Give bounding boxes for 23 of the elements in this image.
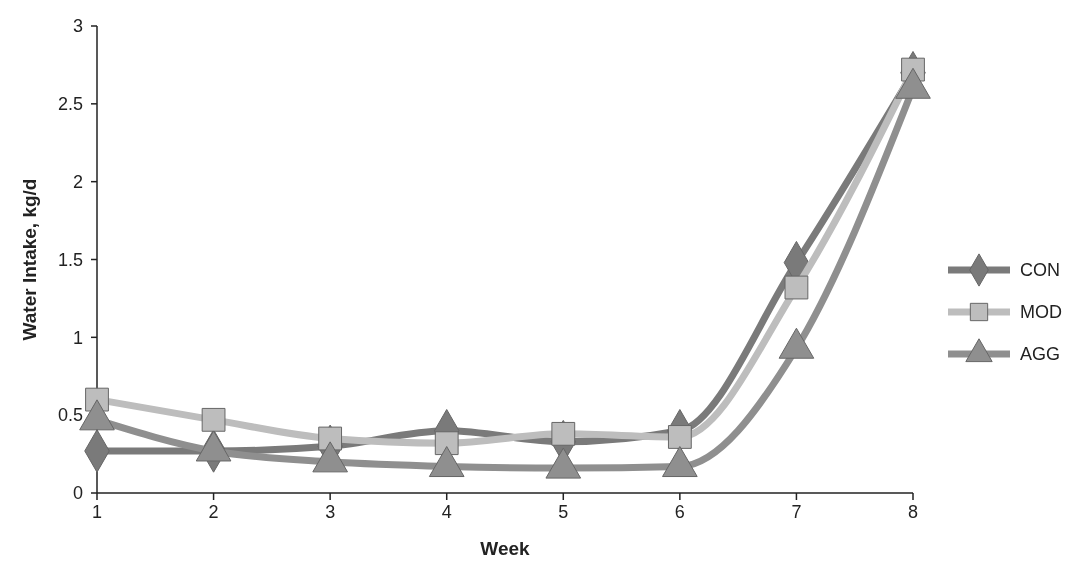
y-tick-label: 2.5	[57, 94, 83, 115]
x-tick-label: 6	[674, 502, 685, 522]
point	[201, 407, 226, 432]
y-tick-label: 3	[72, 16, 83, 37]
x-tick-label: 4	[441, 502, 452, 522]
x-tick-label: 7	[791, 502, 802, 522]
point	[784, 275, 809, 300]
x-tick-label: 8	[907, 502, 919, 522]
legend-label: MOD	[1020, 302, 1062, 323]
x-tick-label: 5	[558, 502, 569, 522]
x-tick-label: 1	[91, 502, 103, 522]
x-tick-label: 3	[325, 502, 336, 522]
y-axis-title: Water Intake, kg/d	[19, 178, 40, 341]
y-tick-label: 2	[72, 171, 83, 192]
point	[667, 425, 692, 449]
x-tick-label: 2	[208, 502, 219, 522]
y-tick-label: 0.5	[57, 405, 83, 426]
y-tick-label: 1.5	[57, 249, 83, 270]
legend-label: AGG	[1020, 344, 1061, 365]
y-tick-label: 1	[72, 327, 83, 348]
legend-label: CON	[1020, 260, 1060, 281]
y-tick-label: 0	[72, 483, 83, 504]
x-axis-title: Week	[480, 538, 531, 559]
